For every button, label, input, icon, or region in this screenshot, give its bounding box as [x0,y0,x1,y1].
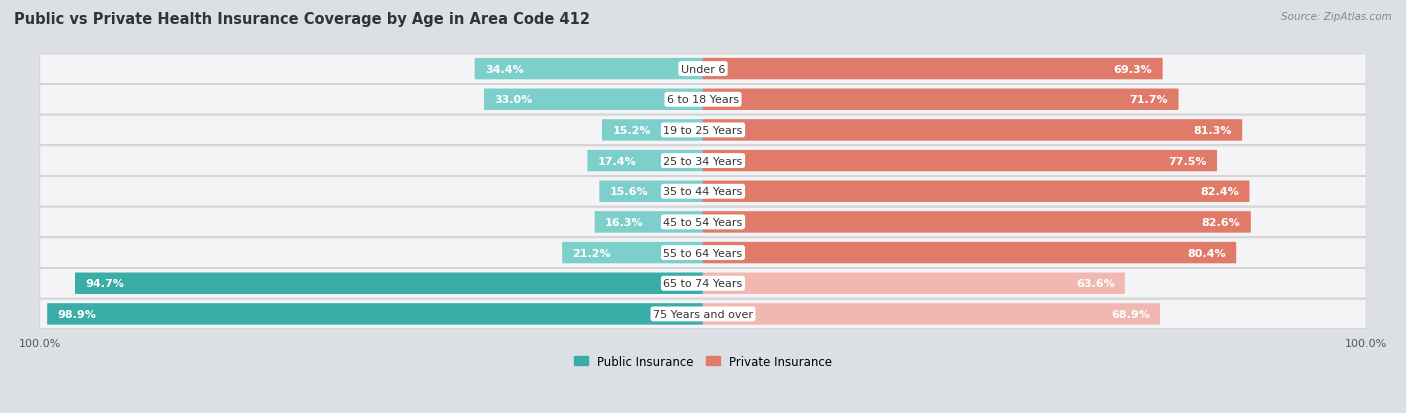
FancyBboxPatch shape [39,208,1367,237]
Text: 81.3%: 81.3% [1194,126,1232,135]
FancyBboxPatch shape [703,212,1251,233]
Text: Under 6: Under 6 [681,64,725,74]
Text: 63.6%: 63.6% [1076,279,1115,289]
Text: 80.4%: 80.4% [1188,248,1226,258]
FancyBboxPatch shape [39,269,1367,298]
FancyBboxPatch shape [484,89,703,111]
Text: 15.6%: 15.6% [610,187,648,197]
FancyBboxPatch shape [703,273,1125,294]
FancyBboxPatch shape [39,55,1367,84]
FancyBboxPatch shape [39,116,1367,145]
FancyBboxPatch shape [39,177,1367,206]
Text: 71.7%: 71.7% [1129,95,1168,105]
Legend: Public Insurance, Private Insurance: Public Insurance, Private Insurance [569,350,837,373]
FancyBboxPatch shape [602,120,703,141]
FancyBboxPatch shape [703,242,1236,263]
FancyBboxPatch shape [703,150,1218,172]
Text: Public vs Private Health Insurance Coverage by Age in Area Code 412: Public vs Private Health Insurance Cover… [14,12,591,27]
FancyBboxPatch shape [595,212,703,233]
Text: 68.9%: 68.9% [1111,309,1150,319]
FancyBboxPatch shape [39,85,1367,115]
Text: 75 Years and over: 75 Years and over [652,309,754,319]
FancyBboxPatch shape [703,120,1241,141]
Text: 17.4%: 17.4% [598,156,637,166]
Text: 45 to 54 Years: 45 to 54 Years [664,217,742,228]
FancyBboxPatch shape [475,59,703,80]
FancyBboxPatch shape [48,304,703,325]
Text: 19 to 25 Years: 19 to 25 Years [664,126,742,135]
Text: 55 to 64 Years: 55 to 64 Years [664,248,742,258]
Text: 82.6%: 82.6% [1202,217,1240,228]
Text: 77.5%: 77.5% [1168,156,1206,166]
Text: 21.2%: 21.2% [572,248,612,258]
Text: 35 to 44 Years: 35 to 44 Years [664,187,742,197]
FancyBboxPatch shape [39,238,1367,268]
FancyBboxPatch shape [75,273,703,294]
Text: 6 to 18 Years: 6 to 18 Years [666,95,740,105]
FancyBboxPatch shape [703,89,1178,111]
FancyBboxPatch shape [703,304,1160,325]
Text: 65 to 74 Years: 65 to 74 Years [664,279,742,289]
Text: 25 to 34 Years: 25 to 34 Years [664,156,742,166]
Text: 69.3%: 69.3% [1114,64,1153,74]
Text: 33.0%: 33.0% [494,95,533,105]
Text: 16.3%: 16.3% [605,217,644,228]
FancyBboxPatch shape [599,181,703,202]
Text: 82.4%: 82.4% [1201,187,1239,197]
Text: 15.2%: 15.2% [612,126,651,135]
FancyBboxPatch shape [703,59,1163,80]
FancyBboxPatch shape [39,147,1367,176]
Text: Source: ZipAtlas.com: Source: ZipAtlas.com [1281,12,1392,22]
Text: 98.9%: 98.9% [58,309,96,319]
FancyBboxPatch shape [39,299,1367,329]
FancyBboxPatch shape [703,181,1250,202]
Text: 34.4%: 34.4% [485,64,523,74]
FancyBboxPatch shape [562,242,703,263]
Text: 94.7%: 94.7% [86,279,124,289]
FancyBboxPatch shape [588,150,703,172]
